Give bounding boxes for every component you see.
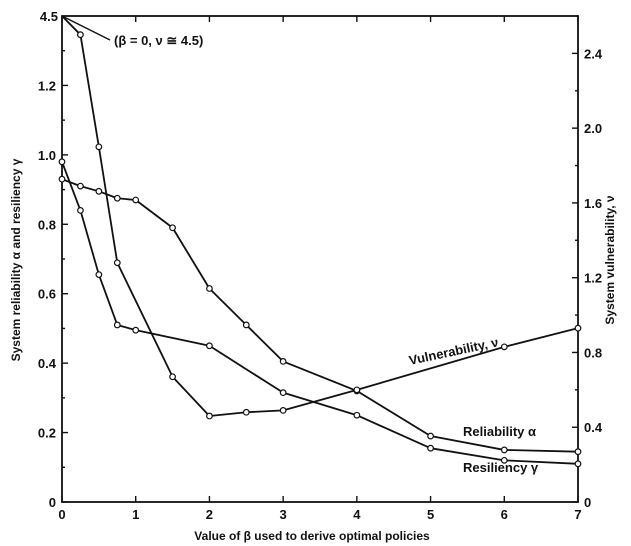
x-tick-label: 4	[353, 507, 361, 522]
data-point-reliability	[206, 285, 213, 292]
data-point-vulnerability	[574, 324, 582, 332]
data-point-resiliency	[113, 321, 121, 329]
series-label-vulnerability: Vulnerability, ν	[408, 334, 500, 368]
chart-series	[58, 15, 582, 468]
x-tick-label: 3	[280, 507, 287, 522]
data-point-reliability	[58, 175, 66, 183]
data-point-resiliency	[574, 460, 582, 468]
y-tick-label: 0.2	[38, 426, 56, 441]
data-point-reliability	[95, 187, 103, 195]
y-tick-label: 1.0	[38, 148, 56, 163]
y2-tick-label: 0.4	[584, 420, 603, 435]
data-point-vulnerability	[206, 412, 213, 420]
data-point-vulnerability	[242, 408, 250, 416]
data-point-reliability	[132, 196, 140, 204]
y2-axis-title: System vulnerability, ν	[603, 195, 617, 324]
y-tick-label: 0.6	[38, 287, 56, 302]
data-point-vulnerability	[113, 259, 121, 267]
data-point-reliability	[77, 182, 84, 190]
y2-tick-label: 2.0	[584, 121, 602, 136]
y2-tick-label: 0	[584, 495, 591, 510]
x-axis-title: Value of β used to derive optimal polici…	[194, 529, 430, 543]
data-point-reliability	[242, 321, 250, 329]
x-tick-label: 2	[206, 507, 213, 522]
data-point-resiliency	[279, 389, 287, 397]
series-line-reliability	[61, 178, 579, 453]
series-line-resiliency	[61, 161, 579, 465]
data-point-resiliency	[353, 411, 361, 419]
series-line-vulnerability	[61, 15, 579, 417]
data-point-reliability	[574, 448, 582, 456]
chart-axes: 0 1 2 3 4 5 6 700.20.40.60.81.01.24.500.40.81.2…	[38, 9, 603, 522]
x-tick-label: 6	[501, 507, 508, 522]
data-point-vulnerability	[353, 386, 361, 394]
data-point-resiliency	[500, 456, 508, 464]
data-point-vulnerability	[500, 343, 508, 351]
data-point-vulnerability	[169, 373, 176, 381]
y-tick-label: 0.4	[38, 356, 57, 371]
series-label-reliability: Reliability α	[463, 424, 536, 439]
y-top-label: 4.5	[40, 9, 58, 24]
y-tick-label: 0.8	[38, 217, 56, 232]
data-point-resiliency	[206, 342, 213, 350]
data-point-reliability	[427, 432, 434, 440]
x-tick-label: 5	[427, 507, 434, 522]
y2-tick-label: 1.6	[584, 196, 602, 211]
data-point-resiliency	[95, 271, 103, 279]
data-point-reliability	[279, 358, 287, 365]
data-point-resiliency	[132, 326, 140, 334]
x-tick-label: 7	[574, 507, 581, 522]
data-point-vulnerability	[279, 407, 287, 414]
series-label-resiliency: Resiliency γ	[463, 460, 539, 475]
x-tick-label: 0	[58, 507, 65, 522]
data-point-reliability	[113, 194, 121, 202]
y-tick-label: 0	[49, 495, 56, 510]
annotation-beta-zero: (β = 0, ν ≅ 4.5)	[114, 33, 203, 48]
data-point-vulnerability	[77, 31, 84, 39]
data-point-resiliency	[77, 206, 84, 214]
data-point-resiliency	[427, 444, 434, 452]
data-point-reliability	[500, 446, 508, 454]
y2-tick-label: 2.4	[584, 46, 603, 61]
x-tick-label: 1	[132, 507, 139, 522]
y2-tick-label: 1.2	[584, 271, 602, 286]
data-point-vulnerability	[95, 143, 103, 151]
y-axis-title: System reliability α and resiliency γ	[9, 158, 23, 361]
y-tick-label: 1.2	[38, 78, 56, 93]
data-point-resiliency	[58, 158, 66, 166]
data-point-reliability	[169, 224, 176, 232]
annotation-leader	[63, 16, 111, 41]
y2-tick-label: 0.8	[584, 345, 602, 360]
